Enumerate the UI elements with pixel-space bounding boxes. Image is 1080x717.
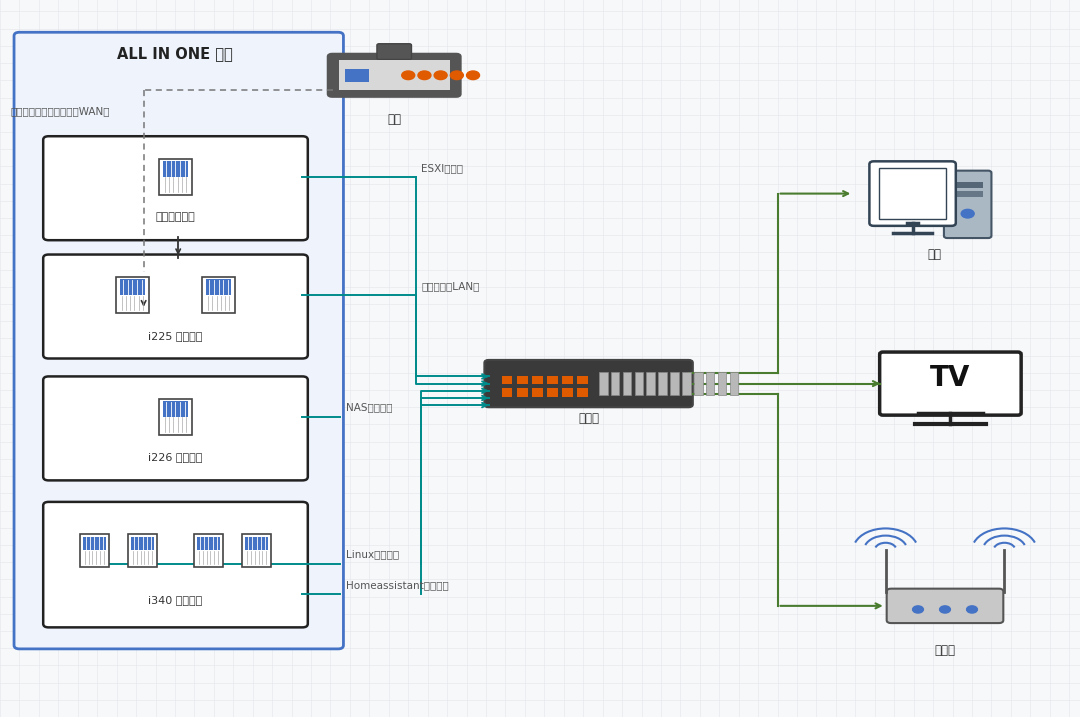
Text: i340 四口网卡: i340 四口网卡 (148, 595, 203, 605)
Text: ESXI管理口: ESXI管理口 (421, 163, 463, 173)
FancyBboxPatch shape (328, 54, 461, 97)
FancyBboxPatch shape (887, 589, 1003, 623)
Text: 电脑: 电脑 (928, 248, 941, 261)
Text: 板载集成网卡: 板载集成网卡 (156, 212, 195, 222)
FancyBboxPatch shape (131, 536, 154, 551)
Text: 光猫出来的网线接软路由WAN口: 光猫出来的网线接软路由WAN口 (11, 106, 110, 116)
FancyBboxPatch shape (339, 60, 450, 90)
FancyBboxPatch shape (80, 534, 109, 566)
Circle shape (940, 606, 950, 613)
Text: NAS系统网口: NAS系统网口 (346, 402, 392, 412)
FancyBboxPatch shape (127, 534, 158, 566)
FancyBboxPatch shape (202, 277, 234, 313)
FancyBboxPatch shape (869, 161, 956, 226)
FancyBboxPatch shape (646, 372, 656, 395)
FancyBboxPatch shape (484, 360, 693, 407)
Text: 软路由系统LAN口: 软路由系统LAN口 (421, 281, 480, 291)
FancyBboxPatch shape (245, 536, 268, 551)
FancyBboxPatch shape (577, 388, 588, 397)
FancyBboxPatch shape (944, 171, 991, 238)
FancyBboxPatch shape (532, 388, 543, 397)
FancyBboxPatch shape (193, 534, 224, 566)
FancyBboxPatch shape (163, 402, 188, 417)
Text: i225 双口网卡: i225 双口网卡 (148, 331, 203, 341)
Text: TV: TV (930, 364, 971, 392)
FancyBboxPatch shape (532, 376, 543, 384)
FancyBboxPatch shape (346, 69, 369, 82)
FancyBboxPatch shape (953, 182, 983, 188)
FancyBboxPatch shape (611, 372, 620, 395)
FancyBboxPatch shape (43, 502, 308, 627)
FancyBboxPatch shape (563, 388, 573, 397)
Circle shape (961, 209, 974, 218)
FancyBboxPatch shape (517, 376, 528, 384)
Circle shape (913, 606, 923, 613)
FancyBboxPatch shape (683, 372, 691, 395)
FancyBboxPatch shape (163, 161, 188, 176)
FancyBboxPatch shape (159, 399, 191, 435)
Circle shape (434, 71, 447, 80)
FancyBboxPatch shape (577, 376, 588, 384)
FancyBboxPatch shape (879, 168, 946, 219)
FancyBboxPatch shape (159, 158, 191, 194)
FancyBboxPatch shape (717, 372, 726, 395)
FancyBboxPatch shape (501, 376, 513, 384)
FancyBboxPatch shape (622, 372, 631, 395)
FancyBboxPatch shape (706, 372, 715, 395)
FancyBboxPatch shape (517, 388, 528, 397)
FancyBboxPatch shape (43, 255, 308, 358)
Circle shape (450, 71, 463, 80)
FancyBboxPatch shape (377, 44, 411, 60)
FancyBboxPatch shape (242, 534, 271, 566)
FancyBboxPatch shape (83, 536, 106, 551)
FancyBboxPatch shape (43, 136, 308, 240)
FancyBboxPatch shape (501, 388, 513, 397)
FancyBboxPatch shape (206, 280, 231, 295)
FancyBboxPatch shape (671, 372, 679, 395)
FancyBboxPatch shape (635, 372, 644, 395)
FancyBboxPatch shape (658, 372, 667, 395)
Text: Linux系统网口: Linux系统网口 (346, 549, 399, 559)
FancyBboxPatch shape (548, 376, 558, 384)
Circle shape (402, 71, 415, 80)
FancyBboxPatch shape (548, 388, 558, 397)
FancyBboxPatch shape (953, 191, 983, 197)
FancyBboxPatch shape (563, 376, 573, 384)
FancyBboxPatch shape (693, 372, 702, 395)
Text: Homeassistant系统网口: Homeassistant系统网口 (346, 580, 448, 590)
Text: i226 单口网卡: i226 单口网卡 (148, 452, 203, 462)
FancyBboxPatch shape (197, 536, 220, 551)
Circle shape (967, 606, 977, 613)
FancyBboxPatch shape (43, 376, 308, 480)
FancyBboxPatch shape (598, 372, 607, 395)
Circle shape (467, 71, 480, 80)
FancyBboxPatch shape (730, 372, 739, 395)
Text: 交换机: 交换机 (578, 412, 599, 424)
Circle shape (418, 71, 431, 80)
Text: ALL IN ONE 主机: ALL IN ONE 主机 (117, 47, 232, 61)
FancyBboxPatch shape (120, 280, 145, 295)
FancyBboxPatch shape (117, 277, 149, 313)
FancyBboxPatch shape (14, 32, 343, 649)
FancyBboxPatch shape (879, 352, 1022, 415)
Text: 子路由: 子路由 (934, 644, 956, 657)
Text: 光猫: 光猫 (388, 113, 401, 126)
